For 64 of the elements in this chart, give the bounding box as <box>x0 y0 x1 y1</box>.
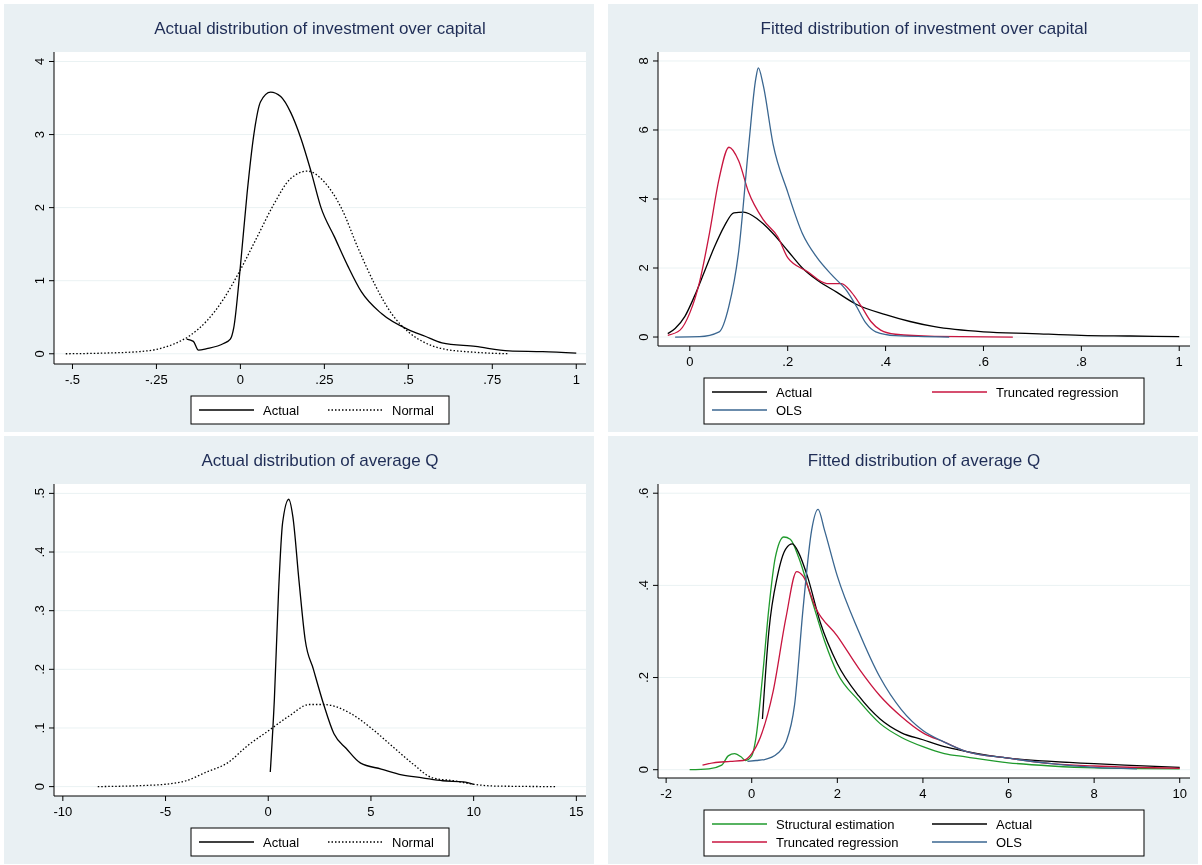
chart-title: Fitted distribution of average Q <box>807 451 1041 470</box>
x-tick-label: 0 <box>264 804 272 819</box>
x-tick-label: 8 <box>1090 786 1098 801</box>
x-tick-label: 0 <box>748 786 756 801</box>
y-tick-label: .2 <box>32 663 47 675</box>
line-series <box>761 543 1181 769</box>
legend-label: Structural estimation <box>776 816 895 832</box>
y-tick-label: 1 <box>32 277 47 285</box>
y-tick-label: 2 <box>636 264 651 272</box>
y-tick-label: 8 <box>636 57 651 65</box>
x-tick-label: 10 <box>466 804 481 819</box>
x-tick-label: -2 <box>660 786 672 801</box>
legend-label: Actual <box>263 834 300 850</box>
y-tick-label: .6 <box>636 487 651 499</box>
legend-label: Actual <box>776 384 813 400</box>
chart-title: Actual distribution of average Q <box>201 451 439 470</box>
x-tick-label: 15 <box>569 804 584 819</box>
x-tick-label: 1 <box>572 372 580 387</box>
x-tick-label: 5 <box>367 804 375 819</box>
y-tick-label: .4 <box>636 579 651 591</box>
y-tick-label: .3 <box>32 605 47 617</box>
x-tick-label: -.25 <box>145 372 168 387</box>
legend-label: Truncated regression <box>996 384 1119 400</box>
chart-title: Fitted distribution of investment over capital <box>760 19 1088 38</box>
legend-label: Actual <box>996 816 1033 832</box>
legend-label: Truncated regression <box>776 834 899 850</box>
x-tick-label: .6 <box>978 354 989 369</box>
x-tick-label: 10 <box>1172 786 1187 801</box>
line-series <box>667 211 1180 338</box>
legend-label: Normal <box>392 402 435 418</box>
y-tick-label: 6 <box>636 126 651 134</box>
y-tick-label: 0 <box>636 766 651 774</box>
y-tick-label: 2 <box>32 204 47 212</box>
y-tick-label: 4 <box>636 195 651 203</box>
x-tick-label: .8 <box>1075 354 1087 369</box>
x-tick-label: 1 <box>1175 354 1183 369</box>
legend-label: OLS <box>776 402 803 418</box>
x-tick-label: 6 <box>1004 786 1013 801</box>
y-tick-label: .4 <box>32 546 47 558</box>
chart-title: Actual distribution of investment over capital <box>154 19 486 38</box>
y-tick-label: 4 <box>32 57 47 66</box>
x-tick-label: 0 <box>236 372 245 387</box>
y-tick-label: 3 <box>32 130 47 139</box>
x-tick-label: .25 <box>315 372 334 387</box>
line-series <box>667 146 1014 338</box>
x-tick-label: 0 <box>686 354 694 369</box>
line-series <box>674 67 950 338</box>
x-tick-label: 2 <box>833 786 841 801</box>
x-tick-label: .5 <box>402 372 414 387</box>
x-tick-label: .75 <box>483 372 502 387</box>
x-tick-label: -10 <box>53 804 73 819</box>
legend-label: Normal <box>392 834 435 850</box>
x-tick-label: 4 <box>919 786 927 801</box>
x-tick-label: .4 <box>880 354 891 369</box>
y-tick-label: .1 <box>32 722 47 734</box>
x-tick-label: -5 <box>159 804 172 819</box>
y-tick-label: .5 <box>32 487 47 499</box>
x-tick-label: .2 <box>782 354 794 369</box>
y-tick-label: .2 <box>636 672 651 683</box>
legend-label: OLS <box>996 834 1023 850</box>
line-series <box>746 508 1138 770</box>
y-tick-label: 0 <box>636 333 651 341</box>
legend-label: Actual <box>263 402 300 418</box>
x-tick-label: -.5 <box>64 372 81 387</box>
